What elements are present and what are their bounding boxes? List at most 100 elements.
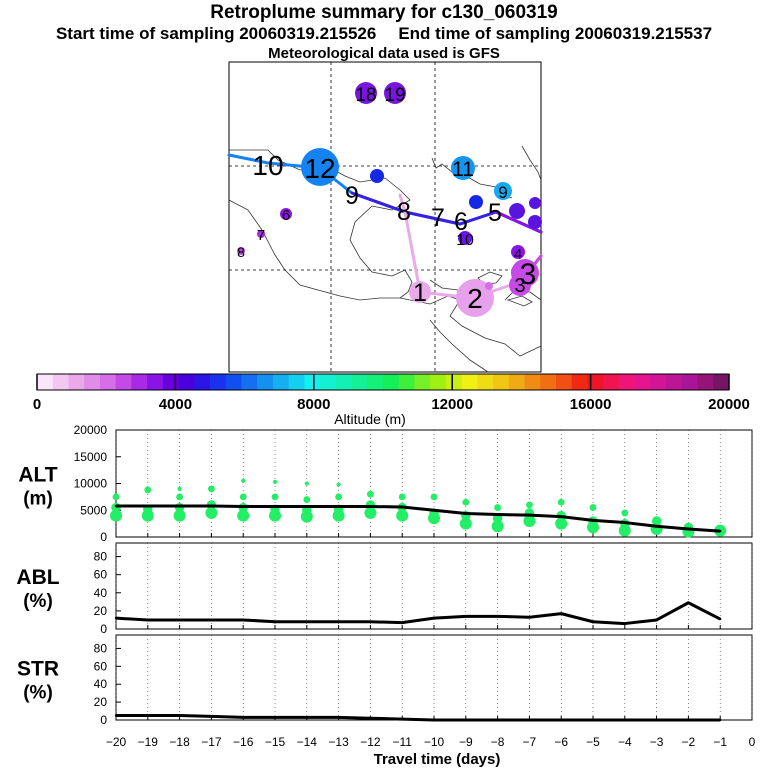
marker-circle <box>494 182 512 200</box>
plume-point <box>526 501 533 509</box>
map-label: 10 <box>456 232 474 249</box>
panel-frame <box>115 634 753 721</box>
colorbar-cell <box>713 374 730 390</box>
x-tick-label: −13 <box>328 735 349 749</box>
x-tick-label: 0 <box>749 735 756 749</box>
marker-circle <box>257 230 265 238</box>
plume-point <box>621 509 629 517</box>
y-tick-label: 0 <box>100 622 107 636</box>
colorbar-cell <box>288 374 305 390</box>
plume-point <box>430 493 438 501</box>
marker-circle <box>485 282 493 290</box>
series-point <box>464 512 467 515</box>
colorbar-cell <box>131 374 148 390</box>
series-point <box>146 504 149 508</box>
plume-point <box>176 493 184 501</box>
x-tick-label: −14 <box>297 735 318 749</box>
y-tick-label: 80 <box>94 641 108 655</box>
x-tick-label: −4 <box>618 735 632 749</box>
marker-circle <box>370 169 384 183</box>
colorbar-tick-label: 8000 <box>297 396 330 413</box>
series-point <box>210 504 213 508</box>
plume-point <box>396 509 409 522</box>
map-label: 11 <box>452 158 474 181</box>
colorbar-tick-label: 12000 <box>431 396 473 413</box>
plume-point <box>367 490 374 498</box>
series-point <box>496 718 499 722</box>
colorbar-cell <box>650 374 667 390</box>
series-point <box>687 527 690 531</box>
end-time-label: End time of sampling 20060319.215537 <box>398 24 713 43</box>
marker-circle <box>469 195 483 209</box>
plume-point <box>589 504 597 511</box>
x-tick-label: −1 <box>713 735 727 749</box>
colorbar-tick-label: 16000 <box>570 396 612 413</box>
series-point <box>178 618 181 622</box>
marker-circle <box>511 245 525 259</box>
colorbar-cell <box>99 374 117 390</box>
series-point <box>655 525 658 528</box>
y-tick-label: 20000 <box>74 423 108 437</box>
x-tick-label: −12 <box>360 735 381 749</box>
plume-point <box>205 506 218 519</box>
map-label: 9 <box>345 182 359 210</box>
start-time-label: Start time of sampling 20060319.215526 <box>55 24 377 43</box>
y-tick-label: 80 <box>94 550 108 564</box>
map-label: 7 <box>431 204 445 232</box>
x-tick-label: −10 <box>424 735 445 749</box>
map-label: 10 <box>252 150 283 181</box>
marker-circle <box>355 82 377 104</box>
y-axis-label: ALT <box>18 464 57 487</box>
x-tick-label: −9 <box>459 735 473 749</box>
x-tick-label: −11 <box>392 735 412 749</box>
colorbar-cell <box>257 374 274 390</box>
marker-circle <box>384 82 406 104</box>
colorbar-cell <box>493 374 510 390</box>
series-point <box>273 620 277 623</box>
marker-circle <box>409 281 431 303</box>
plume-point <box>462 498 470 506</box>
series-point <box>305 620 308 623</box>
series-point <box>114 714 118 717</box>
colorbar-cell <box>320 374 337 390</box>
map-label: 1 <box>413 279 427 307</box>
plume-point <box>557 498 565 506</box>
series-point <box>496 513 499 516</box>
series-point <box>146 714 149 717</box>
y-tick-label: 20 <box>94 695 108 709</box>
y-tick-label: 40 <box>94 677 108 691</box>
colorbar-cell <box>52 374 69 390</box>
map-label: 12 <box>304 153 335 184</box>
y-axis-label: ABL <box>16 566 59 589</box>
series-point <box>432 718 436 722</box>
x-tick-label: −3 <box>650 735 664 749</box>
series-point <box>719 617 722 621</box>
colorbar-cell <box>367 374 384 390</box>
plume-point <box>208 485 215 493</box>
colorbar-cell <box>398 374 415 390</box>
y-tick-label: 0 <box>100 530 107 544</box>
series-point <box>401 621 404 624</box>
colorbar-cell <box>194 374 211 390</box>
plume-point <box>555 517 568 530</box>
y-tick-label: 40 <box>94 586 108 600</box>
colorbar-cell <box>225 374 242 390</box>
colorbar-cell <box>461 374 478 390</box>
colorbar-cell <box>272 374 290 390</box>
series-point <box>337 620 340 623</box>
colorbar-cell <box>147 374 164 390</box>
series-point <box>560 718 563 722</box>
plume-point <box>237 509 250 522</box>
colorbar-cell <box>430 374 447 390</box>
colorbar-cell <box>68 374 85 390</box>
marker-circle <box>529 197 541 209</box>
series-point <box>210 715 213 718</box>
series-point <box>432 616 436 620</box>
map-label: 19 <box>384 85 405 106</box>
series-point <box>369 717 372 720</box>
colorbar-cell <box>37 374 54 390</box>
panel-frame <box>115 542 753 630</box>
map-label: 9 <box>498 183 507 202</box>
colorbar-cell <box>383 374 400 390</box>
x-tick-label: −7 <box>523 735 537 749</box>
